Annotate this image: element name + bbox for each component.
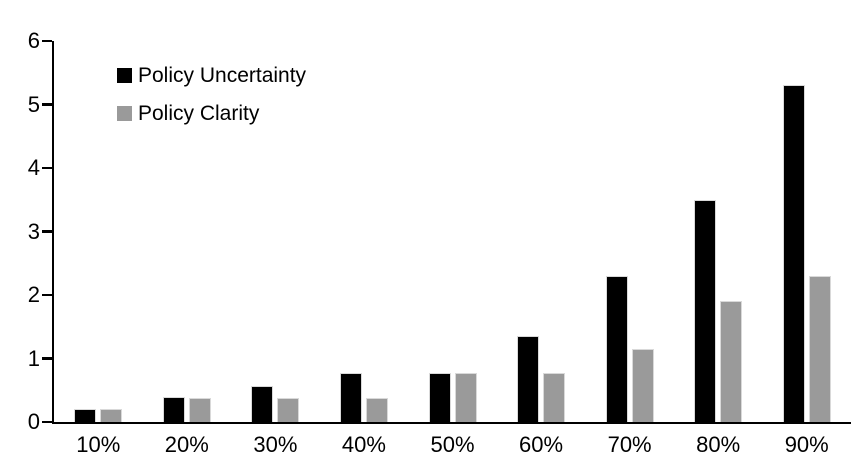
bar-policy-uncertainty-80% bbox=[694, 199, 717, 422]
y-axis-tick-6 bbox=[42, 39, 52, 43]
bar-policy-uncertainty-70% bbox=[605, 275, 628, 422]
y-axis-tick-1 bbox=[42, 357, 52, 360]
y-axis-tick-2 bbox=[42, 293, 52, 297]
x-axis-label-30%: 30% bbox=[253, 432, 298, 457]
bar-policy-uncertainty-10% bbox=[74, 409, 97, 422]
y-axis-label-2: 2 bbox=[27, 282, 40, 307]
legend-label-policy-uncertainty: Policy Uncertainty bbox=[138, 63, 307, 87]
legend-item-policy-uncertainty: Policy Uncertainty bbox=[117, 63, 306, 87]
bar-policy-uncertainty-20% bbox=[162, 396, 185, 422]
bar-policy-clarity-30% bbox=[277, 397, 300, 422]
y-axis-label-1: 1 bbox=[27, 345, 40, 371]
bar-policy-clarity-80% bbox=[720, 301, 743, 422]
bar-policy-clarity-20% bbox=[188, 397, 211, 422]
bar-policy-uncertainty-50% bbox=[428, 373, 451, 422]
bar-policy-clarity-70% bbox=[631, 348, 654, 422]
x-axis-label-50%: 50% bbox=[430, 432, 475, 457]
y-axis-label-4: 4 bbox=[27, 155, 40, 180]
bar-policy-clarity-50% bbox=[454, 373, 477, 422]
x-axis-label-10%: 10% bbox=[76, 432, 121, 457]
y-axis-label-6: 6 bbox=[27, 28, 40, 53]
y-axis-label-3: 3 bbox=[27, 218, 40, 244]
y-axis-tick-3 bbox=[42, 230, 52, 233]
bar-policy-clarity-90% bbox=[808, 275, 831, 422]
legend-swatch-policy-clarity-icon bbox=[117, 105, 132, 121]
y-axis-tick-0 bbox=[42, 420, 52, 424]
bar-policy-clarity-10% bbox=[100, 409, 123, 422]
x-axis-label-60%: 60% bbox=[519, 432, 564, 457]
x-axis-label-20%: 20% bbox=[164, 432, 209, 457]
legend-item-policy-clarity: Policy Clarity bbox=[117, 101, 306, 125]
bar-policy-clarity-40% bbox=[365, 397, 388, 422]
bar-policy-uncertainty-60% bbox=[517, 336, 540, 422]
x-axis-label-40%: 40% bbox=[341, 432, 386, 457]
x-axis-label-90%: 90% bbox=[784, 432, 829, 457]
bar-policy-uncertainty-30% bbox=[251, 385, 274, 422]
legend-label-policy-clarity: Policy Clarity bbox=[138, 101, 260, 125]
legend: Policy Uncertainty Policy Clarity bbox=[117, 63, 306, 125]
legend-swatch-policy-uncertainty-icon bbox=[117, 67, 132, 83]
y-axis-tick-4 bbox=[42, 166, 52, 170]
y-axis-tick-5 bbox=[42, 103, 52, 106]
bar-policy-uncertainty-40% bbox=[339, 373, 362, 422]
bar-policy-uncertainty-90% bbox=[782, 85, 805, 422]
plot-area: 0 1 2 3 4 5 6 10% 20% 30% 40% 50% 60% 70% 80% 90% bbox=[28, 30, 851, 456]
x-axis-label-80%: 80% bbox=[696, 432, 741, 457]
y-axis-label-5: 5 bbox=[27, 91, 40, 117]
x-axis-label-70%: 70% bbox=[607, 432, 652, 457]
y-axis-label-0: 0 bbox=[27, 409, 40, 434]
bar-policy-clarity-60% bbox=[543, 373, 566, 422]
